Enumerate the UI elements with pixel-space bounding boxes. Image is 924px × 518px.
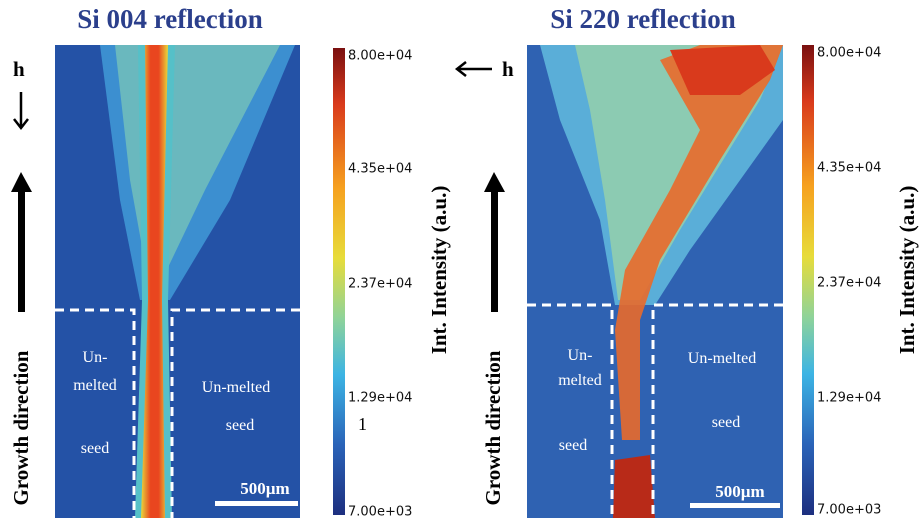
- panel-left: Si 004 reflection Un- melted seed Un-mel…: [9, 4, 451, 518]
- scale-bar: [690, 503, 780, 508]
- region-label: seed: [559, 437, 587, 454]
- region-label: seed: [81, 440, 109, 457]
- colorbar-label: Int. Intensity (a.u.): [427, 186, 451, 355]
- h-arrow: [454, 61, 492, 77]
- region-label: seed: [226, 417, 254, 434]
- colorbar-label: Int. Intensity (a.u.): [895, 186, 919, 355]
- region-label: melted: [558, 372, 602, 389]
- heatmap-streak: [141, 45, 168, 518]
- colorbar-tick-label: 7.00e+03: [348, 505, 412, 518]
- scale-bar-label: 500µm: [715, 482, 764, 501]
- region-label: melted: [73, 377, 117, 394]
- colorbar-tick-label: 8.00e+04: [348, 49, 412, 64]
- region-label: Un-melted: [688, 350, 756, 367]
- growth-arrow-head: [11, 172, 32, 192]
- region-label: Un-: [83, 349, 108, 366]
- panel-right: Si 220 reflection Un- melted seed Un-mel…: [454, 4, 919, 518]
- growth-arrow-head: [484, 172, 505, 192]
- h-label: h: [502, 57, 514, 81]
- panel-title: Si 220 reflection: [550, 4, 735, 34]
- region-label: Un-melted: [202, 379, 270, 396]
- scale-bar-label: 500µm: [240, 479, 289, 498]
- region-boundary: [527, 303, 783, 518]
- growth-arrow: [18, 190, 25, 312]
- growth-label: Growth direction: [481, 350, 505, 505]
- colorbar-tick-label: 8.00e+04: [817, 46, 881, 61]
- colorbar-tick-label: 4.35e+04: [348, 162, 412, 177]
- colorbar-tick-label: 7.00e+03: [817, 503, 881, 518]
- scale-bar: [215, 501, 298, 506]
- colorbar: [333, 48, 345, 515]
- panel-title: Si 004 reflection: [77, 4, 262, 34]
- heatmap-blob: [613, 455, 655, 518]
- colorbar-tick-label: 2.37e+04: [348, 277, 412, 292]
- region-label: Un-: [568, 347, 593, 364]
- h-label: h: [13, 57, 25, 81]
- colorbar-tick-label: 1.29e+04: [817, 391, 881, 406]
- heatmap-streak: [615, 45, 783, 440]
- region-label: seed: [712, 414, 740, 431]
- growth-label: Growth direction: [9, 350, 33, 505]
- growth-arrow: [491, 190, 498, 312]
- heatmap-streak: [670, 45, 775, 95]
- stray-mark: 1: [358, 414, 367, 434]
- colorbar-tick-label: 2.37e+04: [817, 276, 881, 291]
- colorbar-tick-label: 4.35e+04: [817, 161, 881, 176]
- colorbar-tick-label: 1.29e+04: [348, 391, 412, 406]
- region-boundary: [55, 308, 300, 518]
- colorbar: [802, 45, 814, 515]
- h-arrow: [13, 92, 29, 131]
